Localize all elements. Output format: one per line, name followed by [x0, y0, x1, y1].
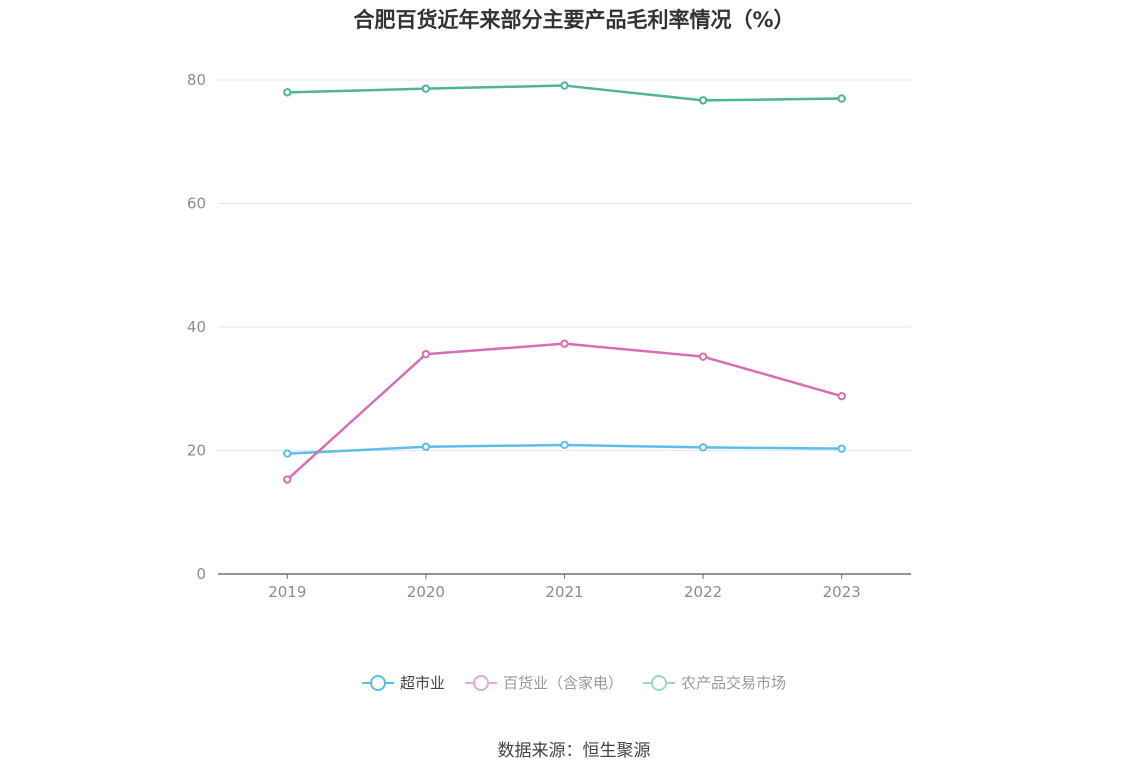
series-1 [283, 339, 846, 484]
legend-marker-icon [361, 673, 394, 693]
grid-lines [218, 79, 911, 451]
data-point [283, 88, 292, 97]
data-point [283, 475, 292, 484]
data-point [560, 339, 569, 348]
data-point [698, 352, 708, 361]
data-point [698, 96, 708, 105]
data-point [421, 349, 431, 359]
y-tick-label: 80 [187, 71, 206, 89]
legend-marker-icon [464, 673, 497, 693]
y-tick-label: 60 [187, 195, 206, 213]
data-point [560, 440, 569, 450]
y-tick-label: 20 [187, 442, 206, 460]
y-tick-label: 0 [196, 565, 206, 583]
legend-label: 农产品交易市场 [681, 674, 787, 692]
x-tick-label: 2021 [545, 583, 583, 601]
x-tick-label: 2019 [268, 583, 306, 601]
data-source: 数据来源：恒生聚源 [497, 741, 651, 761]
legend-item-supermarket[interactable]: 超市业 [361, 672, 445, 693]
legend-label: 超市业 [399, 674, 445, 692]
data-point [837, 444, 846, 453]
data-point [421, 84, 431, 93]
y-axis-tick-labels: 0 20 40 60 80 [187, 71, 206, 583]
series-2 [283, 81, 846, 105]
data-point [283, 449, 292, 458]
series-group [283, 81, 846, 484]
x-tick-label: 2023 [823, 583, 861, 601]
x-tick-label: 2020 [407, 583, 445, 601]
legend-item-agri-market[interactable]: 农产品交易市场 [643, 672, 786, 693]
data-point [837, 94, 846, 103]
legend-label: 百货业（含家电） [502, 674, 623, 692]
x-axis: 2019 2020 2021 2022 2023 [218, 573, 911, 601]
legend-item-department-store[interactable]: 百货业（含家电） [464, 672, 623, 693]
legend: 超市业 百货业（含家电） 农产品交易市场 [0, 672, 1148, 693]
chart-title: 合肥百货近年来部分主要产品毛利率情况（%） [353, 8, 795, 32]
legend-marker-icon [643, 673, 675, 693]
data-point [698, 443, 708, 452]
data-point [560, 81, 569, 90]
data-point [421, 442, 431, 451]
x-tick-label: 2022 [684, 583, 722, 601]
data-point [837, 391, 846, 401]
series-line [286, 342, 843, 481]
series-0 [283, 440, 846, 458]
y-tick-label: 40 [187, 318, 206, 336]
